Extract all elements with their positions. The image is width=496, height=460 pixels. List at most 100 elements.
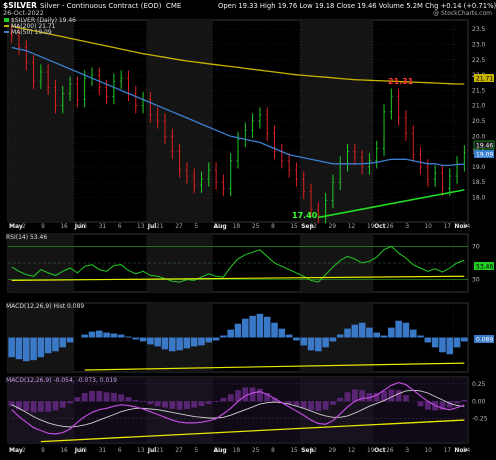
price-tick-label: 21.0 [472,103,486,110]
macd-diff-bar [271,397,278,402]
macd-hist-bar [417,335,424,338]
hist-value: 0.089 [476,337,493,344]
x-month-label: Aug [213,223,226,230]
macd-hist-bar [424,337,432,343]
price-tick-label: 18.0 [472,195,486,202]
macd-hist-bar [103,332,110,338]
macd-diff-bar [446,401,453,408]
x-day-label: 11 [214,224,222,230]
macd-hist-bar [139,337,147,342]
quote-line: Open 19.33 High 19.76 Low 19.18 Close 19… [218,2,496,10]
price-legend: $SILVER (Daily) 19.46 MA(200) 21.71 MA(5… [4,17,76,36]
x-month-label: Nov [454,447,467,454]
macd-diff-bar [308,401,314,411]
macd-diff-bar [23,401,30,412]
macd-hist-bar [358,322,366,338]
macd-hist-bar [81,334,88,338]
x-day-label: 31 [99,448,107,454]
macd-hist-bar [147,337,154,345]
macd-diff-bar [147,401,154,405]
axis-layer: 18.018.519.019.520.020.521.021.522.022.5… [9,26,488,454]
macd-tick-label: 0.00 [472,398,486,405]
x-month-label: Jul [147,447,157,454]
macd-diff-bar [96,390,103,402]
macd-hist-bar [344,328,351,338]
macd-hist-bar [402,322,410,338]
symbol-description: Silver - Continuous Contract (EOD) [40,2,162,10]
macd-diff-bar [322,401,329,410]
price-panel [10,24,466,224]
macd-diff-bar [110,392,117,402]
macd-trendline [40,419,465,443]
macd-diff-bar [373,392,380,402]
macd-diff-bar [337,397,344,402]
x-day-label: 13 [137,224,145,230]
price-tick-label: 22.5 [472,57,486,64]
legend-ma50-swatch [4,31,9,33]
x-day-label: 12 [348,224,356,230]
price-tick-label: 23.0 [472,41,486,48]
macd-hist-bar [300,337,307,346]
ma50-line [11,46,465,167]
macd-diff-bar [359,390,366,402]
macd-hist-bar [52,337,59,352]
last-price-tag: 19.46 [473,140,495,150]
x-day-label: 10 [425,448,433,454]
macd-diff-bar [242,387,249,402]
macd-hist-bar [125,336,132,338]
macd-hist-bar [388,327,395,338]
x-day-label: 24 [463,448,471,454]
macd-hist-bar [293,337,300,341]
hist-trendline [84,362,465,371]
x-day-label: 17 [444,224,452,230]
macd-diff-bar [191,401,198,408]
x-day-label: 15 [290,224,298,230]
macd-diff-bar [351,389,358,402]
macd-hist-bar [242,318,249,338]
exchange: CME [166,2,181,10]
x-day-label: 21 [156,224,164,230]
x-month-label: Jun [74,223,86,230]
x-day-label: 27 [175,224,183,230]
macd-hist-bar [110,333,118,338]
last-price-value: 19.46 [476,143,493,150]
x-day-label: 16 [60,448,68,454]
macd-diff-bar [366,392,373,402]
header: Silver - Continuous Contract (EOD) $SILV… [3,1,496,17]
x-day-label: 5 [195,224,199,230]
macd-hist-label: MACD(12,26,9) Hist 0.089 [6,303,84,310]
macd-diff-bar [176,401,183,410]
x-day-label: 9 [41,448,45,454]
macd-hist-bar [461,337,468,342]
macd-hist-bar [285,334,293,338]
macd-hist-bar [30,337,37,361]
macd-tick-label: 0.25 [472,381,486,388]
ma200-line [11,25,465,85]
ma50-value: 19.09 [476,152,493,159]
low-price-label: 17.40 [292,211,318,220]
macd-hist-bar [15,337,23,360]
macd-diff-bar [45,401,52,412]
x-month-label: Oct [374,223,386,230]
macd-diff-bar [37,401,44,412]
macd-hist-bar [315,337,322,352]
macd-diff-bar [403,395,409,402]
x-day-label: 10 [425,224,433,230]
macd-diff-bar [344,392,351,402]
macd-diff-bar [81,392,88,402]
price-tick-label: 20.0 [472,133,486,140]
x-day-label: 26 [386,448,394,454]
macd-diff-bar [16,401,22,410]
macd-hist-bar [263,316,271,338]
macd-diff-bar [424,401,431,410]
macd-diff-bar [439,401,446,410]
x-day-label: 8 [271,448,275,454]
macd-diff-bar [118,394,125,402]
macd-hist-bar [395,320,402,338]
macd-label: MACD(12,26,9) -0.054, -0.073, 0.019 [6,377,117,384]
macd-diff-bar [461,399,468,402]
macd-diff-bar [454,401,460,404]
legend-ma50: MA(50) 19.09 [11,29,52,36]
price-tick-label: 20.5 [472,118,486,125]
